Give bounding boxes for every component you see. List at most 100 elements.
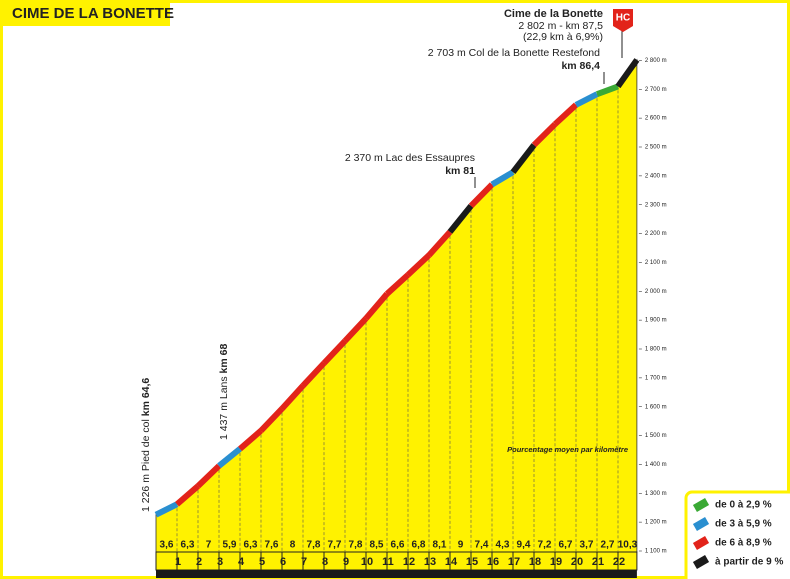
- km-label: 12: [403, 556, 415, 568]
- profile-segment: [363, 291, 390, 321]
- y-tick-label: 1 100 m: [645, 549, 667, 555]
- gradient-label: 4,3: [496, 540, 510, 551]
- plot: 1 100 m 1 200 m 1 300 m 1 400 m 1 500 m 1 600…: [154, 58, 667, 578]
- gradient-label: 8: [290, 540, 296, 551]
- profile-segment: [384, 272, 411, 297]
- legend-swatch: [692, 517, 710, 531]
- annotation: Cime de la Bonette: [504, 8, 603, 20]
- profile-segment: [426, 229, 453, 258]
- gradient-label: 7,8: [307, 540, 321, 551]
- gradient-label: 6,3: [181, 540, 195, 551]
- legend-label: de 3 à 5,9 %: [715, 519, 772, 530]
- profile-segment: [405, 253, 432, 278]
- y-tick-label: 1 600 m: [645, 404, 667, 410]
- gradient-label: 7,7: [328, 540, 342, 551]
- annotation: 2 703 m Col de la Bonette Restefond: [428, 47, 600, 59]
- y-tick-label: 1 300 m: [645, 491, 667, 497]
- legend-swatch: [692, 555, 710, 569]
- gradient-label: 9,4: [517, 540, 531, 551]
- profile-segment: [279, 383, 306, 411]
- km-label: 4: [238, 556, 245, 568]
- profile-segment: [300, 361, 327, 388]
- y-tick-label: 1 200 m: [645, 520, 667, 526]
- annotation-km: km 64,6: [140, 378, 152, 417]
- gradient-label: 6,6: [391, 540, 405, 551]
- profile-segment: [175, 483, 200, 507]
- km-label: 17: [508, 556, 520, 568]
- gradient-label: 7,8: [349, 540, 363, 551]
- gradient-label: 7: [206, 540, 212, 551]
- km-label: 15: [466, 556, 478, 568]
- profile-area: [155, 58, 638, 553]
- km-label: 11: [382, 556, 394, 568]
- base-side: [156, 570, 637, 578]
- km-label: 8: [322, 556, 328, 568]
- legend-swatch: [692, 498, 710, 512]
- gradient-label: 8,5: [370, 540, 384, 551]
- y-tick-label: 2 200 m: [645, 231, 667, 237]
- y-tick-label: 2 000 m: [645, 289, 667, 295]
- y-tick-label: 1 800 m: [645, 347, 667, 353]
- gradient-label: 6,3: [244, 540, 258, 551]
- km-label: 7: [301, 556, 307, 568]
- y-tick-label: 1 700 m: [645, 375, 667, 381]
- legend-swatch: [692, 536, 710, 550]
- title-box: [0, 0, 170, 26]
- km-label: 21: [592, 556, 604, 568]
- y-tick-label: 1 500 m: [645, 433, 667, 439]
- gradient-label: 5,9: [223, 540, 237, 551]
- profile-segment: [217, 446, 242, 469]
- gradient-label: 7,6: [265, 540, 279, 551]
- profile-segment: [490, 169, 515, 188]
- legend-label: à partir de 9 %: [715, 557, 783, 568]
- annotation: 1 437 m Lans km 68: [218, 344, 230, 440]
- gradient-label: 2,7: [601, 540, 615, 551]
- profile-segment: [342, 316, 369, 343]
- annotation: 2 802 m - km 87,5: [518, 20, 603, 32]
- profile-segment: [531, 122, 558, 148]
- hc-label: HC: [616, 13, 630, 24]
- profile-segment: [510, 143, 537, 174]
- legend-items: de 0 à 2,9 % de 3 à 5,9 % de 6 à 8,9 % à pa…: [692, 498, 783, 569]
- gradient-label: 8,1: [433, 540, 447, 551]
- km-label: 18: [529, 556, 541, 568]
- km-label: 22: [613, 556, 625, 568]
- gradient-label: 3,7: [580, 540, 594, 551]
- annotation: 1 226 m Pied de col km 64,6: [140, 378, 152, 512]
- km-label: 10: [361, 556, 373, 568]
- profile-segment: [468, 182, 495, 208]
- y-tick-label: 1 900 m: [645, 318, 667, 324]
- gradient-label: 7,2: [538, 540, 552, 551]
- profile-segment: [595, 83, 620, 98]
- km-strip: [155, 551, 638, 571]
- gradient-label: 6,8: [412, 540, 426, 551]
- annotation: km 81: [445, 165, 475, 177]
- annotation-km: km 68: [218, 344, 230, 374]
- km-label: 5: [259, 556, 265, 568]
- y-tick-label: 2 500 m: [645, 145, 667, 151]
- km-label: 19: [550, 556, 562, 568]
- gradient-label: 6,7: [559, 540, 573, 551]
- profile-segment: [615, 58, 640, 89]
- km-label: 14: [445, 556, 458, 568]
- y-tick-label: 2 700 m: [645, 87, 667, 93]
- y-tick-label: 2 800 m: [645, 58, 667, 64]
- km-label: 20: [571, 556, 583, 568]
- km-label: 2: [196, 556, 202, 568]
- annotation: 2 370 m Lac des Essaupres: [345, 152, 475, 164]
- annotation-name: 1 437 m Lans: [218, 376, 230, 440]
- annotation-name: 1 226 m Pied de col: [140, 419, 152, 512]
- legend-label: de 6 à 8,9 %: [715, 538, 772, 549]
- profile-segment: [321, 338, 348, 366]
- legend-label: de 0 à 2,9 %: [715, 500, 772, 511]
- gradient-label: 10,3: [618, 540, 638, 551]
- km-label: 16: [487, 556, 499, 568]
- km-label: 1: [175, 556, 181, 568]
- profile-segment: [258, 406, 285, 433]
- km-label: 9: [343, 556, 349, 568]
- profile-segment: [447, 203, 474, 234]
- km-label: 3: [217, 556, 223, 568]
- gradient-caption: Pourcentage moyen par kilomètre: [507, 445, 628, 454]
- y-tick-label: 2 300 m: [645, 202, 667, 208]
- gradient-label: 3,6: [160, 540, 174, 551]
